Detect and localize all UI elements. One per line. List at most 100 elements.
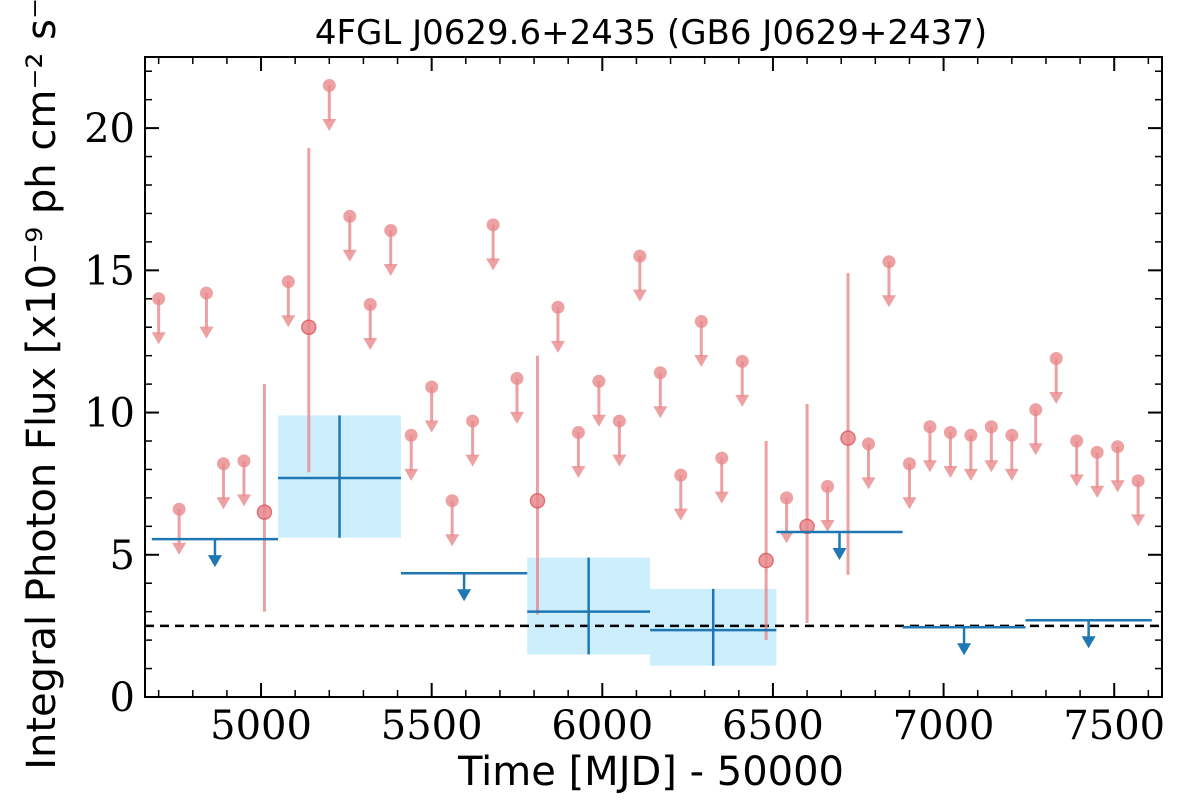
x-tick-label: 6500 — [722, 703, 824, 749]
x-tick-label: 7500 — [1063, 703, 1165, 749]
upper-limit-marker — [510, 371, 524, 385]
upper-limit-marker — [882, 255, 896, 269]
coarse-bin-series — [151, 415, 1152, 666]
detection-marker — [758, 552, 774, 569]
x-axis-label: Time [MJD] - 50000 — [457, 749, 844, 795]
upper-limit-arrow — [902, 497, 917, 510]
upper-limit-marker — [592, 374, 606, 388]
upper-limit-marker — [1131, 474, 1145, 488]
x-tick-label: 6000 — [551, 703, 653, 749]
upper-limit-marker — [152, 292, 166, 306]
upper-limit-arrow — [881, 295, 896, 308]
upper-limit-arrow — [465, 454, 480, 467]
detection-marker — [799, 518, 815, 535]
upper-limit-arrow — [151, 332, 166, 345]
upper-limit-marker — [571, 425, 585, 439]
upper-limit-marker — [384, 224, 398, 238]
upper-limit-arrow — [922, 460, 937, 473]
upper-limit-arrow — [550, 340, 565, 353]
upper-limit-marker — [1005, 428, 1019, 442]
bin-upper-limit-arrow — [457, 589, 472, 602]
upper-limit-marker — [1049, 352, 1063, 366]
upper-limit-marker — [363, 297, 377, 311]
upper-limit-marker — [902, 457, 916, 471]
axes: 5000 5500 6000 6500 7000 7500 0 5 10 15 20 — [84, 56, 1165, 749]
upper-limit-arrow — [424, 420, 439, 433]
detection-marker — [301, 319, 317, 335]
plot-frame — [144, 56, 1163, 698]
detection-marker — [840, 430, 856, 446]
upper-limit-arrow — [1049, 392, 1064, 405]
upper-limit-marker — [445, 494, 459, 508]
bin-upper-limit-arrow — [832, 548, 847, 561]
upper-limit-marker — [237, 454, 251, 468]
upper-limit-marker — [1070, 434, 1084, 448]
upper-limit-marker — [943, 425, 957, 439]
upper-limit-arrow — [342, 249, 357, 262]
upper-limit-marker — [551, 300, 565, 314]
upper-limit-arrow — [445, 534, 460, 547]
chart-title: 4FGL J0629.6+2435 (GB6 J0629+2437) — [315, 13, 987, 53]
y-axis-label: Integral Photon Flux [x10⁻⁹ ph cm⁻² s⁻¹] — [19, 0, 65, 770]
upper-limit-marker — [715, 451, 729, 465]
upper-limit-arrow — [984, 460, 999, 473]
upper-limit-arrow — [1110, 480, 1125, 493]
upper-limit-marker — [281, 275, 295, 289]
upper-limit-arrow — [281, 315, 296, 328]
x-tick-label: 5500 — [381, 703, 483, 749]
upper-limit-marker — [862, 437, 876, 451]
upper-limit-arrow — [1069, 474, 1084, 487]
upper-limit-arrow — [216, 497, 231, 510]
upper-limit-marker — [923, 420, 937, 434]
upper-limit-arrow — [612, 454, 627, 467]
upper-limit-arrow — [383, 264, 398, 277]
upper-limit-marker — [1111, 440, 1125, 454]
upper-limit-marker — [780, 491, 794, 505]
upper-limit-arrow — [694, 355, 709, 368]
upper-limit-marker — [735, 354, 749, 368]
upper-limit-arrow — [963, 468, 978, 481]
upper-limit-arrow — [509, 411, 524, 424]
upper-limit-marker — [216, 457, 230, 471]
upper-limit-arrow — [1131, 514, 1146, 527]
upper-limit-arrow — [571, 465, 586, 478]
upper-limit-arrow — [591, 414, 606, 427]
bin-upper-limit-arrow — [1081, 636, 1096, 649]
upper-limit-marker — [425, 380, 439, 394]
upper-limit-marker — [404, 428, 418, 442]
y-tick-label: 20 — [84, 106, 135, 152]
upper-limit-marker — [172, 502, 186, 516]
upper-limit-arrow — [820, 520, 835, 533]
detection-marker — [256, 504, 273, 520]
upper-limit-arrow — [673, 508, 688, 521]
upper-limit-marker — [466, 414, 480, 428]
upper-limit-arrow — [632, 289, 647, 302]
y-tick-label: 10 — [84, 391, 135, 437]
upper-limit-marker — [984, 420, 998, 434]
upper-limit-arrow — [363, 337, 378, 350]
y-tick-label: 5 — [110, 533, 135, 579]
upper-limit-marker — [633, 249, 647, 263]
upper-limit-arrow — [714, 491, 729, 504]
upper-limit-arrow — [653, 406, 668, 419]
upper-limit-marker — [1090, 445, 1104, 459]
y-tick-label: 0 — [110, 675, 135, 721]
upper-limit-arrow — [1090, 485, 1105, 498]
upper-limit-arrow — [943, 465, 958, 478]
upper-limit-marker — [674, 468, 688, 482]
fine-bin-series — [151, 78, 1146, 641]
upper-limit-arrow — [1004, 468, 1019, 481]
bin-upper-limit-arrow — [957, 643, 972, 656]
y-tick-label: 15 — [84, 248, 135, 294]
upper-limit-marker — [1029, 403, 1043, 417]
x-tick-label: 5000 — [210, 703, 312, 749]
upper-limit-marker — [486, 218, 500, 232]
flux-bands — [278, 415, 777, 666]
upper-limit-marker — [653, 366, 667, 380]
x-tick-label: 7000 — [893, 703, 995, 749]
upper-limit-arrow — [322, 118, 337, 131]
upper-limit-marker — [322, 78, 336, 92]
upper-limit-arrow — [486, 258, 501, 271]
upper-limit-marker — [694, 315, 708, 329]
